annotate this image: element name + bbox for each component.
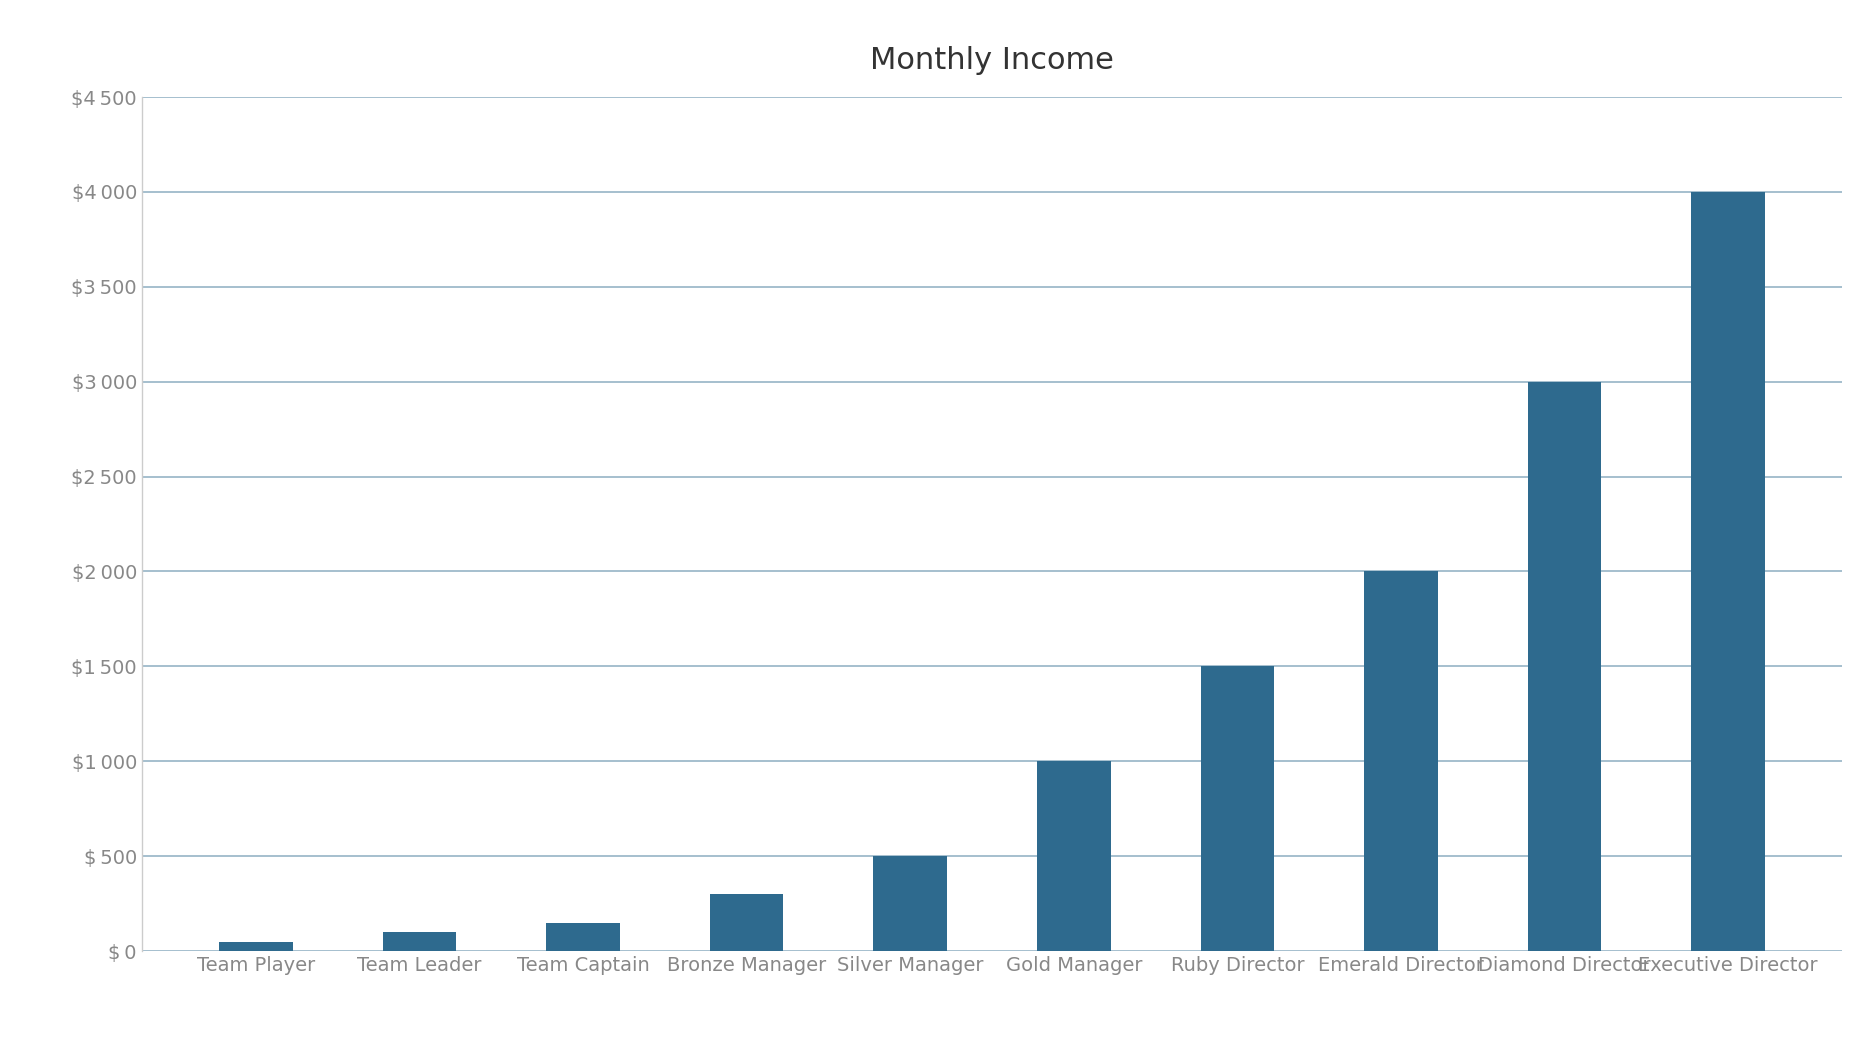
Bar [1527,381,1602,951]
Bar [383,932,456,951]
Bar [546,922,619,951]
Title: Monthly Income: Monthly Income [870,46,1114,75]
Bar [219,942,293,951]
Bar [1201,667,1274,951]
Bar [1364,571,1437,951]
Bar [1692,192,1765,951]
Bar [709,894,784,951]
Bar [874,857,947,951]
Bar [1037,762,1111,951]
